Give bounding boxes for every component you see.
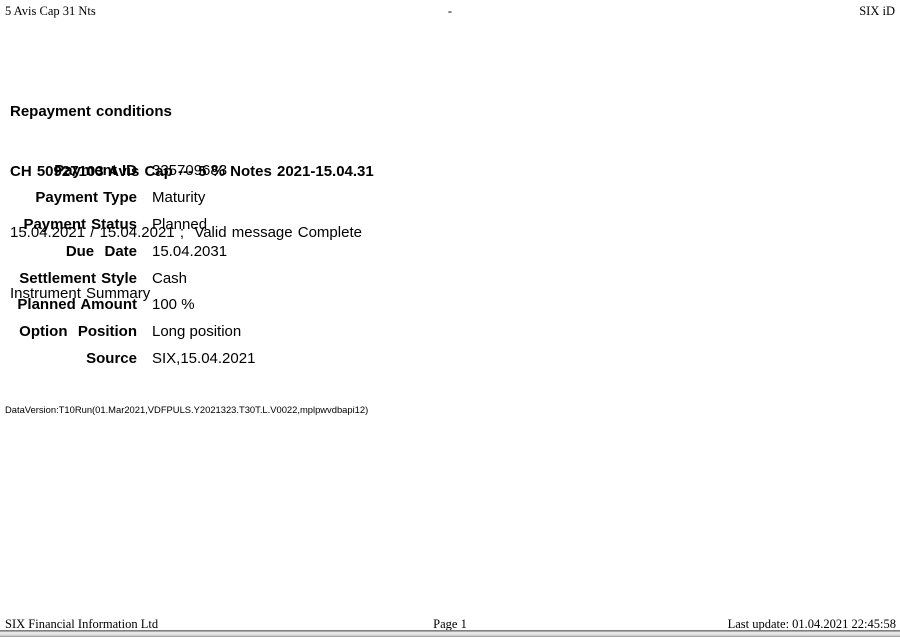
row-value: 15.04.2031 [152, 242, 228, 260]
instrument-title: CH 50927103 Avis Cap --- 5 % Notes 2021-… [10, 163, 374, 181]
instrument-summary-table: Payment ID 335709683 Payment Type Maturi… [0, 158, 255, 372]
date-status-line: 15.04.2021 / 15.04.2021 ; Valid message … [10, 224, 362, 242]
section-title: Instrument Summary [10, 285, 151, 303]
table-row: Payment ID 335709683 [0, 158, 255, 185]
row-label: Option Position [19, 323, 137, 341]
footer-company-name: SIX Financial Information Ltd [5, 617, 159, 631]
bottom-scrollbar[interactable] [0, 630, 900, 637]
row-value: 335709683 [152, 162, 228, 180]
table-row: Payment Status Planned [0, 211, 255, 238]
header-document-name: 5 Avis Cap 31 Nts [5, 4, 96, 18]
row-label: Source [86, 349, 137, 367]
row-value: SIX,15.04.2021 [152, 349, 256, 367]
table-row: Settlement Style Cash [0, 265, 255, 292]
report-title: Repayment conditions [10, 102, 172, 120]
header-app-name: SIX iD [859, 4, 895, 18]
row-label: Planned Amount [17, 296, 137, 314]
table-row: Option Position Long position [0, 318, 255, 345]
table-row: Payment Type Maturity [0, 184, 255, 211]
row-value: Planned [152, 215, 208, 233]
footer-last-update: Last update: 01.04.2021 22:45:58 [727, 617, 896, 631]
row-value: 100 % [152, 296, 195, 314]
row-value: Maturity [152, 189, 206, 207]
table-row: Source SIX,15.04.2021 [0, 345, 255, 372]
row-label: Settlement Style [19, 269, 137, 287]
table-row: Planned Amount 100 % [0, 291, 255, 318]
header-center-dash: - [447, 4, 453, 18]
table-row: Due Date 15.04.2031 [0, 238, 255, 265]
row-label: Due Date [65, 242, 137, 260]
page-footer: SIX Financial Information Ltd Page 1 Las… [0, 617, 900, 631]
title-block: Repayment conditions CH 50927103 Avis Ca… [10, 61, 374, 345]
page-header: 5 Avis Cap 31 Nts - SIX iD [0, 4, 900, 20]
row-value: Cash [152, 269, 188, 287]
row-value: Long position [152, 323, 242, 341]
footer-page-number: Page 1 [433, 617, 467, 631]
row-label: Payment Type [35, 189, 137, 207]
row-label: Payment ID [54, 162, 137, 180]
row-label: Payment Status [23, 215, 137, 233]
data-version-line: DataVersion:T10Run(01.Mar2021,VDFPULS.Y2… [5, 404, 369, 415]
